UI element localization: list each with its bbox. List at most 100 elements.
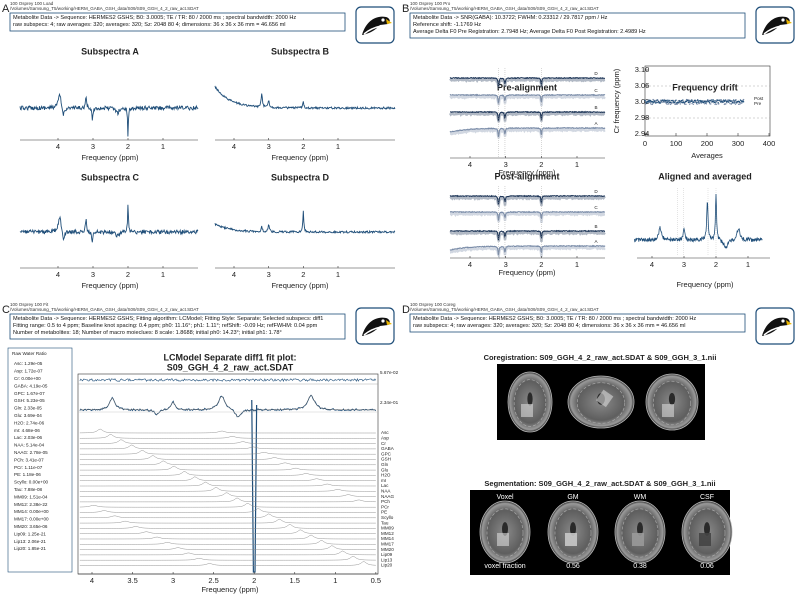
component-label: Lac (381, 483, 389, 488)
drift-point (738, 100, 740, 103)
component-label: MM14 (381, 536, 394, 541)
trace-label: A (594, 239, 598, 244)
x-tick-label: 3 (504, 160, 508, 169)
component (79, 455, 376, 460)
drift-point (648, 101, 650, 103)
residual (79, 377, 377, 383)
trace-label: C (594, 205, 598, 210)
coreg-title: Coregistration: S09_GGH_4_2_raw_act.SDAT… (484, 353, 717, 362)
info-box (9, 313, 346, 340)
drift-point (644, 103, 647, 105)
subplot-title: Post-alignment (494, 171, 559, 181)
drift-point (649, 99, 652, 102)
voxel (699, 533, 711, 546)
average-trace (449, 126, 606, 138)
drift-point (682, 99, 684, 101)
component-label: Asc (381, 430, 389, 435)
drift-point (674, 101, 676, 104)
drift-point (694, 101, 696, 104)
panel-header: /Volumes/Samsung_T5/working/HERM_GABA_GS… (410, 307, 599, 312)
average-trace (448, 111, 606, 123)
drift-point (665, 101, 667, 103)
x-axis-label: Frequency (ppm) (498, 268, 556, 277)
x-axis-label: Frequency (ppm) (81, 153, 139, 162)
drift-point (719, 99, 721, 101)
osprey-logo (755, 307, 795, 345)
info-line: Metabolite Data -> Sequence: HERMES2 GSH… (413, 316, 696, 322)
ratio-row: PCh: 3.41e-07 (14, 457, 44, 462)
x-tick-label: 1 (575, 160, 579, 169)
component-label: H2O (381, 473, 391, 478)
logo-beak (386, 320, 392, 325)
x-axis-label: Frequency (ppm) (676, 280, 734, 289)
drift-point (714, 102, 717, 104)
fraction-label: 0.38 (633, 563, 647, 570)
drift-point (737, 103, 740, 106)
panel-header: 100 Osprey 100 Pro (410, 1, 451, 6)
ratio-row: NAA: 5.14e-04 (14, 443, 45, 448)
component (79, 492, 376, 497)
component-label: MM09 (381, 526, 394, 531)
logo-neck (763, 25, 782, 35)
drift-point (697, 100, 700, 102)
drift-point (696, 101, 698, 104)
drift-point (667, 103, 670, 105)
ratio-row: MM09: 1.51e-04 (14, 494, 48, 499)
seg-label: Voxel (496, 494, 514, 501)
component-label: Tau (381, 520, 389, 525)
y-tick-label: 2.98 (635, 113, 650, 122)
drift-point (664, 99, 667, 102)
drift-point (668, 101, 670, 104)
panel-letter: C (2, 304, 10, 316)
component-label: Asp (381, 436, 389, 441)
average-trace (449, 76, 605, 87)
drift-point (688, 103, 691, 105)
component-label: Cr (381, 441, 386, 446)
drift-point (717, 102, 719, 104)
y-axis-label: Cr frequency (ppm) (612, 68, 621, 133)
component (79, 540, 376, 545)
drift-point (662, 101, 664, 103)
logo-neck (763, 326, 782, 336)
component-label: mI (381, 478, 386, 483)
spectrum (214, 85, 396, 111)
x-tick-label: 3 (267, 142, 271, 151)
drift-point (690, 100, 693, 103)
ratio-row: MM20: 3.65e-06 (14, 524, 48, 529)
scale-label: 5.67e-02 (380, 370, 399, 375)
x-axis-label: Frequency (ppm) (201, 585, 259, 594)
x-axis-label: Frequency (ppm) (498, 168, 556, 177)
drift-point (720, 99, 722, 101)
x-tick-label: 4 (650, 260, 654, 269)
ventricle (637, 522, 643, 536)
component-label: Lip20 (381, 563, 393, 568)
component (79, 518, 376, 524)
drift-point (721, 100, 724, 102)
component (79, 561, 376, 566)
x-tick-label: 3 (267, 270, 271, 279)
component-label: PCr (381, 504, 389, 509)
drift-point (742, 101, 745, 103)
ratio-row: GSH: 5.23e-05 (14, 398, 45, 403)
component (79, 444, 376, 450)
x-tick-label: 200 (701, 139, 714, 148)
ratio-row: Lip09: 1.25e-21 (14, 531, 46, 536)
subplot-title: Subspectra C (81, 172, 140, 182)
subplot-title: Frequency drift (672, 82, 738, 92)
logo-eye (381, 18, 385, 22)
drift-point (671, 102, 673, 104)
panel-header: /Volumes/Samsung_T5/working/HERM_GABA_GS… (410, 6, 599, 11)
logo-neck (363, 25, 382, 35)
drift-point (711, 100, 714, 103)
component (79, 529, 376, 534)
fit-spectrum (79, 394, 376, 418)
y-tick-label: 2.94 (635, 129, 650, 138)
ratio-row: PE: 1.18e-06 (14, 472, 41, 477)
drift-point (666, 101, 669, 104)
component-label: GSH (381, 457, 391, 462)
spectrum (214, 210, 396, 235)
info-line: Number of metabolites: 18; Number of mac… (13, 330, 282, 336)
x-tick-label: 4 (56, 270, 60, 279)
drift-point (679, 103, 682, 105)
panel-letter: B (402, 3, 409, 15)
